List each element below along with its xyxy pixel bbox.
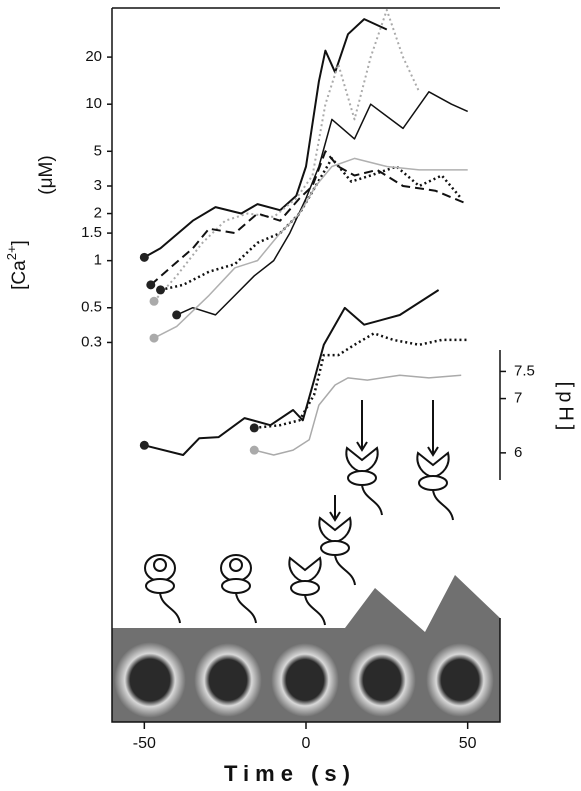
data-line bbox=[254, 374, 462, 456]
y-label-part: ] bbox=[9, 240, 30, 245]
data-line bbox=[143, 18, 388, 259]
data-line bbox=[150, 150, 469, 286]
data-line bbox=[176, 91, 469, 316]
y-label-part: [Ca bbox=[9, 260, 30, 290]
sperm-cartoons bbox=[144, 400, 454, 626]
x-axis-label: Time (s) bbox=[224, 761, 356, 786]
y-tick-label: 10 bbox=[85, 95, 102, 112]
sperm-reacted bbox=[318, 517, 356, 586]
start-marker bbox=[156, 285, 165, 295]
y-tick-label: 3 bbox=[94, 177, 102, 194]
arrow bbox=[427, 400, 439, 457]
y-axis-label: [Ca2+] bbox=[4, 240, 30, 290]
cell bbox=[271, 643, 339, 717]
start-marker bbox=[172, 310, 182, 320]
x-tick-label: 0 bbox=[302, 735, 311, 752]
cell bbox=[114, 642, 186, 718]
cell-images bbox=[114, 642, 494, 718]
start-marker bbox=[249, 423, 259, 433]
arrow bbox=[356, 400, 368, 452]
y2-tick-label: 7.5 bbox=[514, 362, 535, 379]
y-tick-label: 2 bbox=[94, 205, 102, 222]
start-marker bbox=[139, 440, 149, 450]
sperm-reacted bbox=[416, 452, 454, 521]
start-marker bbox=[146, 280, 156, 290]
start-marker bbox=[139, 252, 149, 262]
y-label-part: 2+ bbox=[4, 245, 19, 260]
data-line bbox=[153, 157, 468, 339]
cell bbox=[426, 643, 494, 717]
x-tick-label: -50 bbox=[133, 735, 156, 752]
sperm-reacted bbox=[288, 557, 326, 626]
y-tick-label: 1 bbox=[94, 252, 102, 269]
x-tick-label: 50 bbox=[459, 735, 477, 752]
cell bbox=[194, 643, 262, 717]
y-tick-label: 0.5 bbox=[81, 299, 102, 316]
start-marker bbox=[149, 333, 159, 343]
start-marker bbox=[249, 445, 259, 455]
y-tick-label: 1.5 bbox=[81, 224, 102, 241]
data-line bbox=[144, 289, 440, 456]
data-line bbox=[160, 157, 463, 292]
y2-axis-label: [pH] bbox=[555, 382, 577, 435]
data-line bbox=[254, 332, 468, 430]
y-tick-label: 5 bbox=[94, 142, 102, 159]
y-axis-unit: (μM) bbox=[36, 155, 57, 194]
y2-tick-label: 7 bbox=[514, 390, 522, 407]
sperm-intact bbox=[220, 554, 257, 624]
y-tick-label: 20 bbox=[85, 48, 102, 65]
sperm-reacted bbox=[345, 447, 383, 516]
data-line bbox=[153, 9, 421, 302]
cell bbox=[348, 643, 416, 717]
start-marker bbox=[149, 296, 159, 306]
arrow bbox=[329, 495, 341, 522]
sperm-intact bbox=[144, 554, 181, 624]
y-tick-label: 0.3 bbox=[81, 333, 102, 350]
y2-tick-label: 6 bbox=[514, 444, 522, 461]
